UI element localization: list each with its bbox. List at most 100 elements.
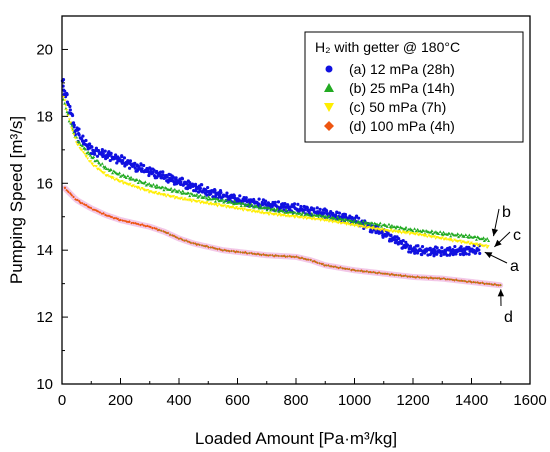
- y-tick-label: 16: [36, 175, 53, 192]
- series-a-point: [72, 123, 76, 127]
- series-c-point: [241, 207, 244, 211]
- series-b-point: [228, 199, 232, 203]
- series-b-point: [372, 224, 376, 227]
- series-d-overlay-point: [201, 244, 204, 247]
- annotation-arrowhead-b: [491, 228, 499, 237]
- series-a-point: [122, 156, 127, 160]
- series-a-point: [108, 158, 112, 163]
- series-a-point: [472, 243, 476, 248]
- series-b-point: [434, 230, 438, 233]
- series-c-point: [389, 228, 393, 232]
- x-axis-ticks: 0 200 400 600 800 1000 1200 1400 1600: [58, 378, 547, 409]
- series-d-overlay-point: [172, 234, 175, 237]
- series-d-point: [82, 203, 86, 206]
- series-d-overlay-point: [265, 254, 268, 257]
- series-b-point: [442, 230, 446, 234]
- series-b-point: [336, 215, 340, 219]
- series-d-overlay-point: [221, 249, 224, 252]
- series-d-point: [372, 270, 376, 274]
- series-a-point: [95, 154, 100, 158]
- series-a-point: [439, 253, 443, 258]
- series-d-overlay-point: [394, 274, 397, 276]
- series-d-overlay-point: [432, 277, 435, 280]
- series-d-overlay-point: [143, 224, 145, 227]
- series-c-point: [320, 217, 323, 221]
- series-d-overlay-point: [300, 257, 303, 260]
- legend-entries: (a) 12 mPa (28h) (b) 25 mPa (14h) (c) 50 m…: [324, 61, 455, 134]
- series-a-point: [229, 193, 234, 197]
- series-b-point: [223, 199, 227, 203]
- series-b-point: [283, 211, 287, 214]
- series-c-point: [216, 204, 219, 208]
- series-c-point: [294, 214, 298, 218]
- series-b-point: [109, 168, 113, 172]
- series-c-point: [257, 210, 261, 213]
- series-d-overlay-point: [315, 261, 318, 264]
- y-tick-label: 20: [36, 41, 53, 58]
- series-b-point: [195, 192, 199, 196]
- series-b-point: [404, 225, 408, 229]
- series-c-point: [65, 108, 69, 112]
- series-a-point: [103, 149, 107, 153]
- series-c-point: [113, 178, 117, 182]
- series-a-point: [152, 168, 156, 172]
- legend-title: H₂ with getter @ 180°C: [315, 39, 460, 55]
- series-d-overlay-point: [78, 200, 81, 203]
- series-a-point: [325, 209, 329, 213]
- series-b-point: [86, 150, 90, 154]
- series-b-point: [390, 223, 394, 227]
- series-b-point: [80, 144, 84, 148]
- y-axis-ticks: 10 12 14 16 18 20: [36, 41, 68, 393]
- series-b-point: [155, 183, 159, 187]
- series-c-point: [327, 220, 331, 224]
- series-d-overlay-point: [461, 280, 464, 282]
- series-d-overlay-point: [479, 282, 482, 284]
- series-a-point: [394, 238, 399, 243]
- series-d-overlay-point: [306, 258, 309, 261]
- series-c-point: [120, 180, 124, 183]
- series-d-overlay-point: [382, 272, 385, 275]
- series-c-point: [166, 193, 170, 197]
- series-b-point: [256, 205, 260, 209]
- series-d-overlay-point: [494, 283, 496, 286]
- series-a-point: [174, 182, 179, 186]
- series-b-point: [300, 212, 304, 216]
- series-c-point: [252, 209, 256, 212]
- series-c-point: [68, 118, 71, 121]
- series-d-point: [363, 270, 367, 273]
- series-b-point: [238, 201, 242, 205]
- series-b-point: [437, 232, 441, 236]
- series-d-point: [477, 281, 481, 285]
- series-d-overlay-point: [64, 187, 66, 190]
- series-c-point: [196, 200, 200, 203]
- series-a-point: [357, 216, 361, 220]
- series-c-point: [64, 104, 68, 108]
- series-d-overlay-point: [499, 284, 502, 287]
- series-d-overlay-point: [406, 275, 409, 278]
- series-c-point: [470, 241, 473, 245]
- series-b-point: [482, 236, 486, 239]
- series-a-point: [161, 170, 165, 174]
- series-d-overlay-point: [400, 274, 403, 277]
- series-d-point: [290, 255, 293, 259]
- series-a-point: [225, 191, 229, 195]
- series-a-point: [343, 212, 348, 217]
- series-d-overlay-point: [183, 239, 186, 242]
- series-d-overlay-point: [336, 266, 338, 269]
- series-c-point: [418, 232, 422, 236]
- series-d-overlay-point: [236, 250, 239, 253]
- series-c-point: [330, 219, 333, 222]
- series-d-overlay-point: [309, 259, 312, 262]
- x-axis-title: Loaded Amount [Pa·m³/kg]: [195, 429, 397, 448]
- series-b-point: [327, 214, 331, 217]
- series-c-point: [347, 222, 351, 226]
- legend-label-c: (c) 50 mPa (7h): [349, 99, 446, 115]
- series-d-overlay-point: [69, 193, 72, 196]
- series-d-overlay-point: [131, 221, 134, 224]
- series-d-point: [170, 233, 174, 237]
- legend-label-b: (b) 25 mPa (14h): [349, 80, 455, 96]
- series-c-point: [209, 201, 213, 205]
- x-tick-label: 400: [166, 392, 191, 409]
- series-b-point: [106, 167, 110, 171]
- series-b-point: [126, 174, 130, 178]
